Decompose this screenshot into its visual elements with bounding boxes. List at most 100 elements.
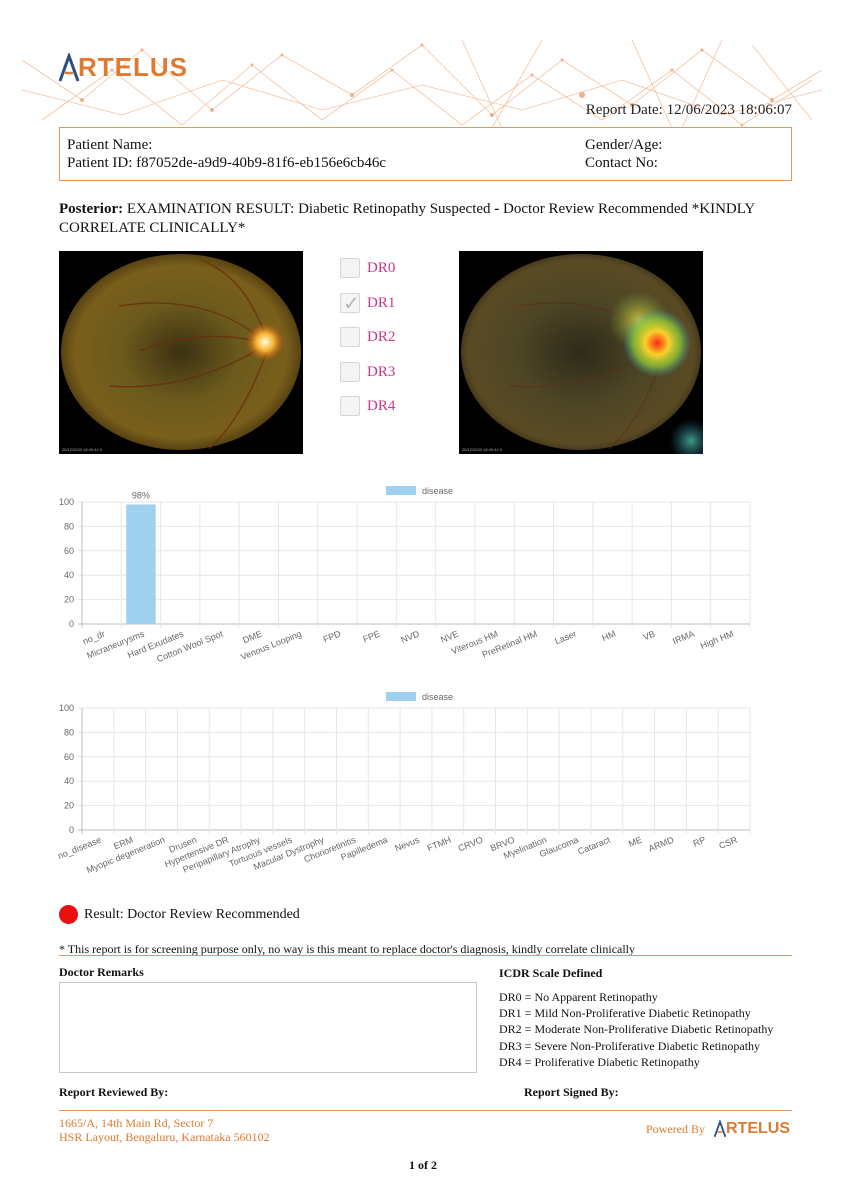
icdr-line: DR4 = Proliferative Diabetic Retinopathy bbox=[499, 1055, 700, 1069]
x-tick-label: DME bbox=[241, 629, 263, 646]
x-tick-label: VB bbox=[642, 629, 657, 643]
checkbox[interactable] bbox=[340, 327, 360, 347]
gender-age-label: Gender/Age: bbox=[585, 137, 663, 153]
heatmap-photo bbox=[461, 254, 703, 454]
patient-name: Patient Name: bbox=[67, 137, 152, 154]
patient-id-value: f87052de-a9d9-40b9-81f6-eb156e6cb46c bbox=[136, 155, 387, 171]
chart2-legend: disease bbox=[386, 692, 453, 702]
report-date: Report Date: 12/06/2023 18:06:07 bbox=[586, 102, 792, 119]
powered-by: Powered By RTELUS bbox=[646, 1120, 790, 1138]
y-tick-label: 80 bbox=[64, 521, 74, 531]
x-tick-label: FPD bbox=[322, 628, 343, 644]
dr-lesion-bar-chart: disease020406080100no_dr98%Micraneurysms… bbox=[59, 486, 751, 664]
exam-separator: - bbox=[494, 201, 500, 217]
dr-grade-label: DR1 bbox=[367, 294, 396, 311]
exam-text-2: Doctor Review Recommended *KINDLY CORREL… bbox=[59, 201, 755, 236]
legend-swatch bbox=[386, 486, 416, 495]
image-timestamp: 26/12/2020 18:49:42.0 bbox=[62, 447, 103, 452]
y-tick-label: 20 bbox=[64, 595, 74, 605]
contact-label: Contact No: bbox=[585, 155, 658, 171]
y-tick-label: 80 bbox=[64, 727, 74, 737]
x-tick-label: Cataract bbox=[576, 834, 612, 856]
legend-label: disease bbox=[422, 692, 453, 702]
x-tick-label: ARMD bbox=[647, 834, 676, 853]
x-tick-label: CRVO bbox=[457, 835, 485, 854]
y-tick-label: 0 bbox=[69, 825, 74, 835]
x-tick-label: FPE bbox=[361, 629, 381, 645]
fundus-image: 26/12/2020 18:49:42.0 bbox=[59, 251, 303, 454]
disclaimer: * This report is for screening purpose o… bbox=[59, 942, 636, 956]
dr-grade-label: DR0 bbox=[367, 259, 396, 276]
checkbox[interactable] bbox=[340, 396, 360, 416]
dr-grade-item[interactable]: DR2 bbox=[340, 327, 395, 347]
x-tick-label: Laser bbox=[553, 629, 578, 647]
y-tick-label: 20 bbox=[64, 801, 74, 811]
x-tick-label: FTMH bbox=[426, 835, 453, 854]
examination-result: Posterior: EXAMINATION RESULT: Diabetic … bbox=[59, 200, 799, 238]
x-tick-label: HM bbox=[600, 629, 617, 644]
dr-grade-item[interactable]: DR0 bbox=[340, 258, 395, 278]
result-indicator: Result: Doctor Review Recommended bbox=[59, 905, 300, 924]
doctor-remarks-field[interactable] bbox=[59, 982, 477, 1073]
x-tick-label: NVD bbox=[399, 628, 421, 645]
exam-text-1: EXAMINATION RESULT: Diabetic Retinopathy… bbox=[123, 201, 495, 217]
icdr-line: DR0 = No Apparent Retinopathy bbox=[499, 990, 658, 1004]
check-icon: ✓ bbox=[343, 291, 360, 315]
x-tick-label: no_disease bbox=[56, 835, 102, 862]
report-date-label: Report Date: bbox=[585, 102, 663, 118]
dr-grade-item[interactable]: DR3 bbox=[340, 362, 395, 382]
result-text: Result: Doctor Review Recommended bbox=[84, 906, 300, 922]
status-dot-icon bbox=[59, 905, 78, 924]
data-label: 98% bbox=[132, 490, 150, 500]
checkbox[interactable] bbox=[340, 258, 360, 278]
divider bbox=[59, 955, 792, 956]
x-tick-label: IRMA bbox=[671, 629, 696, 647]
patient-name-label: Patient Name: bbox=[67, 137, 153, 153]
patient-id: Patient ID: f87052de-a9d9-40b9-81f6-eb15… bbox=[67, 155, 386, 172]
logo-text: RTELUS bbox=[78, 52, 188, 82]
legend-swatch bbox=[386, 692, 416, 701]
address-line-1: 1665/A, 14th Main Rd, Sector 7 bbox=[59, 1116, 214, 1130]
doctor-remarks-title: Doctor Remarks bbox=[59, 965, 144, 979]
x-tick-label: ME bbox=[627, 835, 643, 849]
legend-label: disease bbox=[422, 486, 453, 496]
powered-by-label: Powered By bbox=[646, 1121, 705, 1136]
y-tick-label: 40 bbox=[64, 570, 74, 580]
y-tick-label: 0 bbox=[69, 619, 74, 629]
footer-logo-text: RTELUS bbox=[726, 1120, 790, 1137]
icdr-line: DR3 = Severe Non-Proliferative Diabetic … bbox=[499, 1039, 761, 1053]
image-timestamp: 26/12/2020 18:49:42.0 bbox=[462, 447, 503, 452]
artelus-logo: RTELUS bbox=[58, 52, 188, 83]
report-reviewed-by: Report Reviewed By: bbox=[59, 1085, 169, 1099]
patient-info-box: Patient Name: Patient ID: f87052de-a9d9-… bbox=[59, 127, 792, 181]
exam-prefix: Posterior: bbox=[59, 201, 124, 217]
header-pattern bbox=[22, 40, 822, 128]
dr-grade-label: DR2 bbox=[367, 328, 396, 345]
fundus-photo bbox=[61, 254, 301, 450]
x-tick-label: Cotton Wool Spot bbox=[155, 628, 224, 664]
y-tick-label: 100 bbox=[59, 497, 74, 507]
x-tick-label: High HM bbox=[699, 629, 735, 651]
x-tick-label: Nevus bbox=[393, 834, 421, 853]
y-tick-label: 100 bbox=[59, 703, 74, 713]
artelus-a-icon bbox=[713, 1120, 727, 1138]
x-tick-label: RP bbox=[692, 835, 707, 849]
chart1-legend: disease bbox=[386, 486, 453, 496]
y-tick-label: 40 bbox=[64, 776, 74, 786]
y-tick-label: 60 bbox=[64, 752, 74, 762]
dr-grade-item[interactable]: DR4 bbox=[340, 396, 395, 416]
artelus-a-icon bbox=[58, 52, 80, 82]
checkbox[interactable] bbox=[340, 362, 360, 382]
dr-grade-label: DR3 bbox=[367, 363, 396, 380]
icdr-line: DR1 = Mild Non-Proliferative Diabetic Re… bbox=[499, 1006, 751, 1020]
dr-grade-label: DR4 bbox=[367, 397, 396, 414]
report-signed-by: Report Signed By: bbox=[524, 1085, 619, 1099]
dr-grade-item[interactable]: ✓ DR1 bbox=[340, 291, 396, 315]
checkbox-checked[interactable]: ✓ bbox=[340, 291, 360, 315]
x-tick-label: CSR bbox=[717, 834, 739, 851]
x-tick-label: NVE bbox=[439, 629, 460, 645]
footer-divider bbox=[59, 1110, 792, 1111]
patient-id-label: Patient ID: bbox=[67, 155, 133, 171]
page-number: 1 of 2 bbox=[409, 1158, 437, 1172]
